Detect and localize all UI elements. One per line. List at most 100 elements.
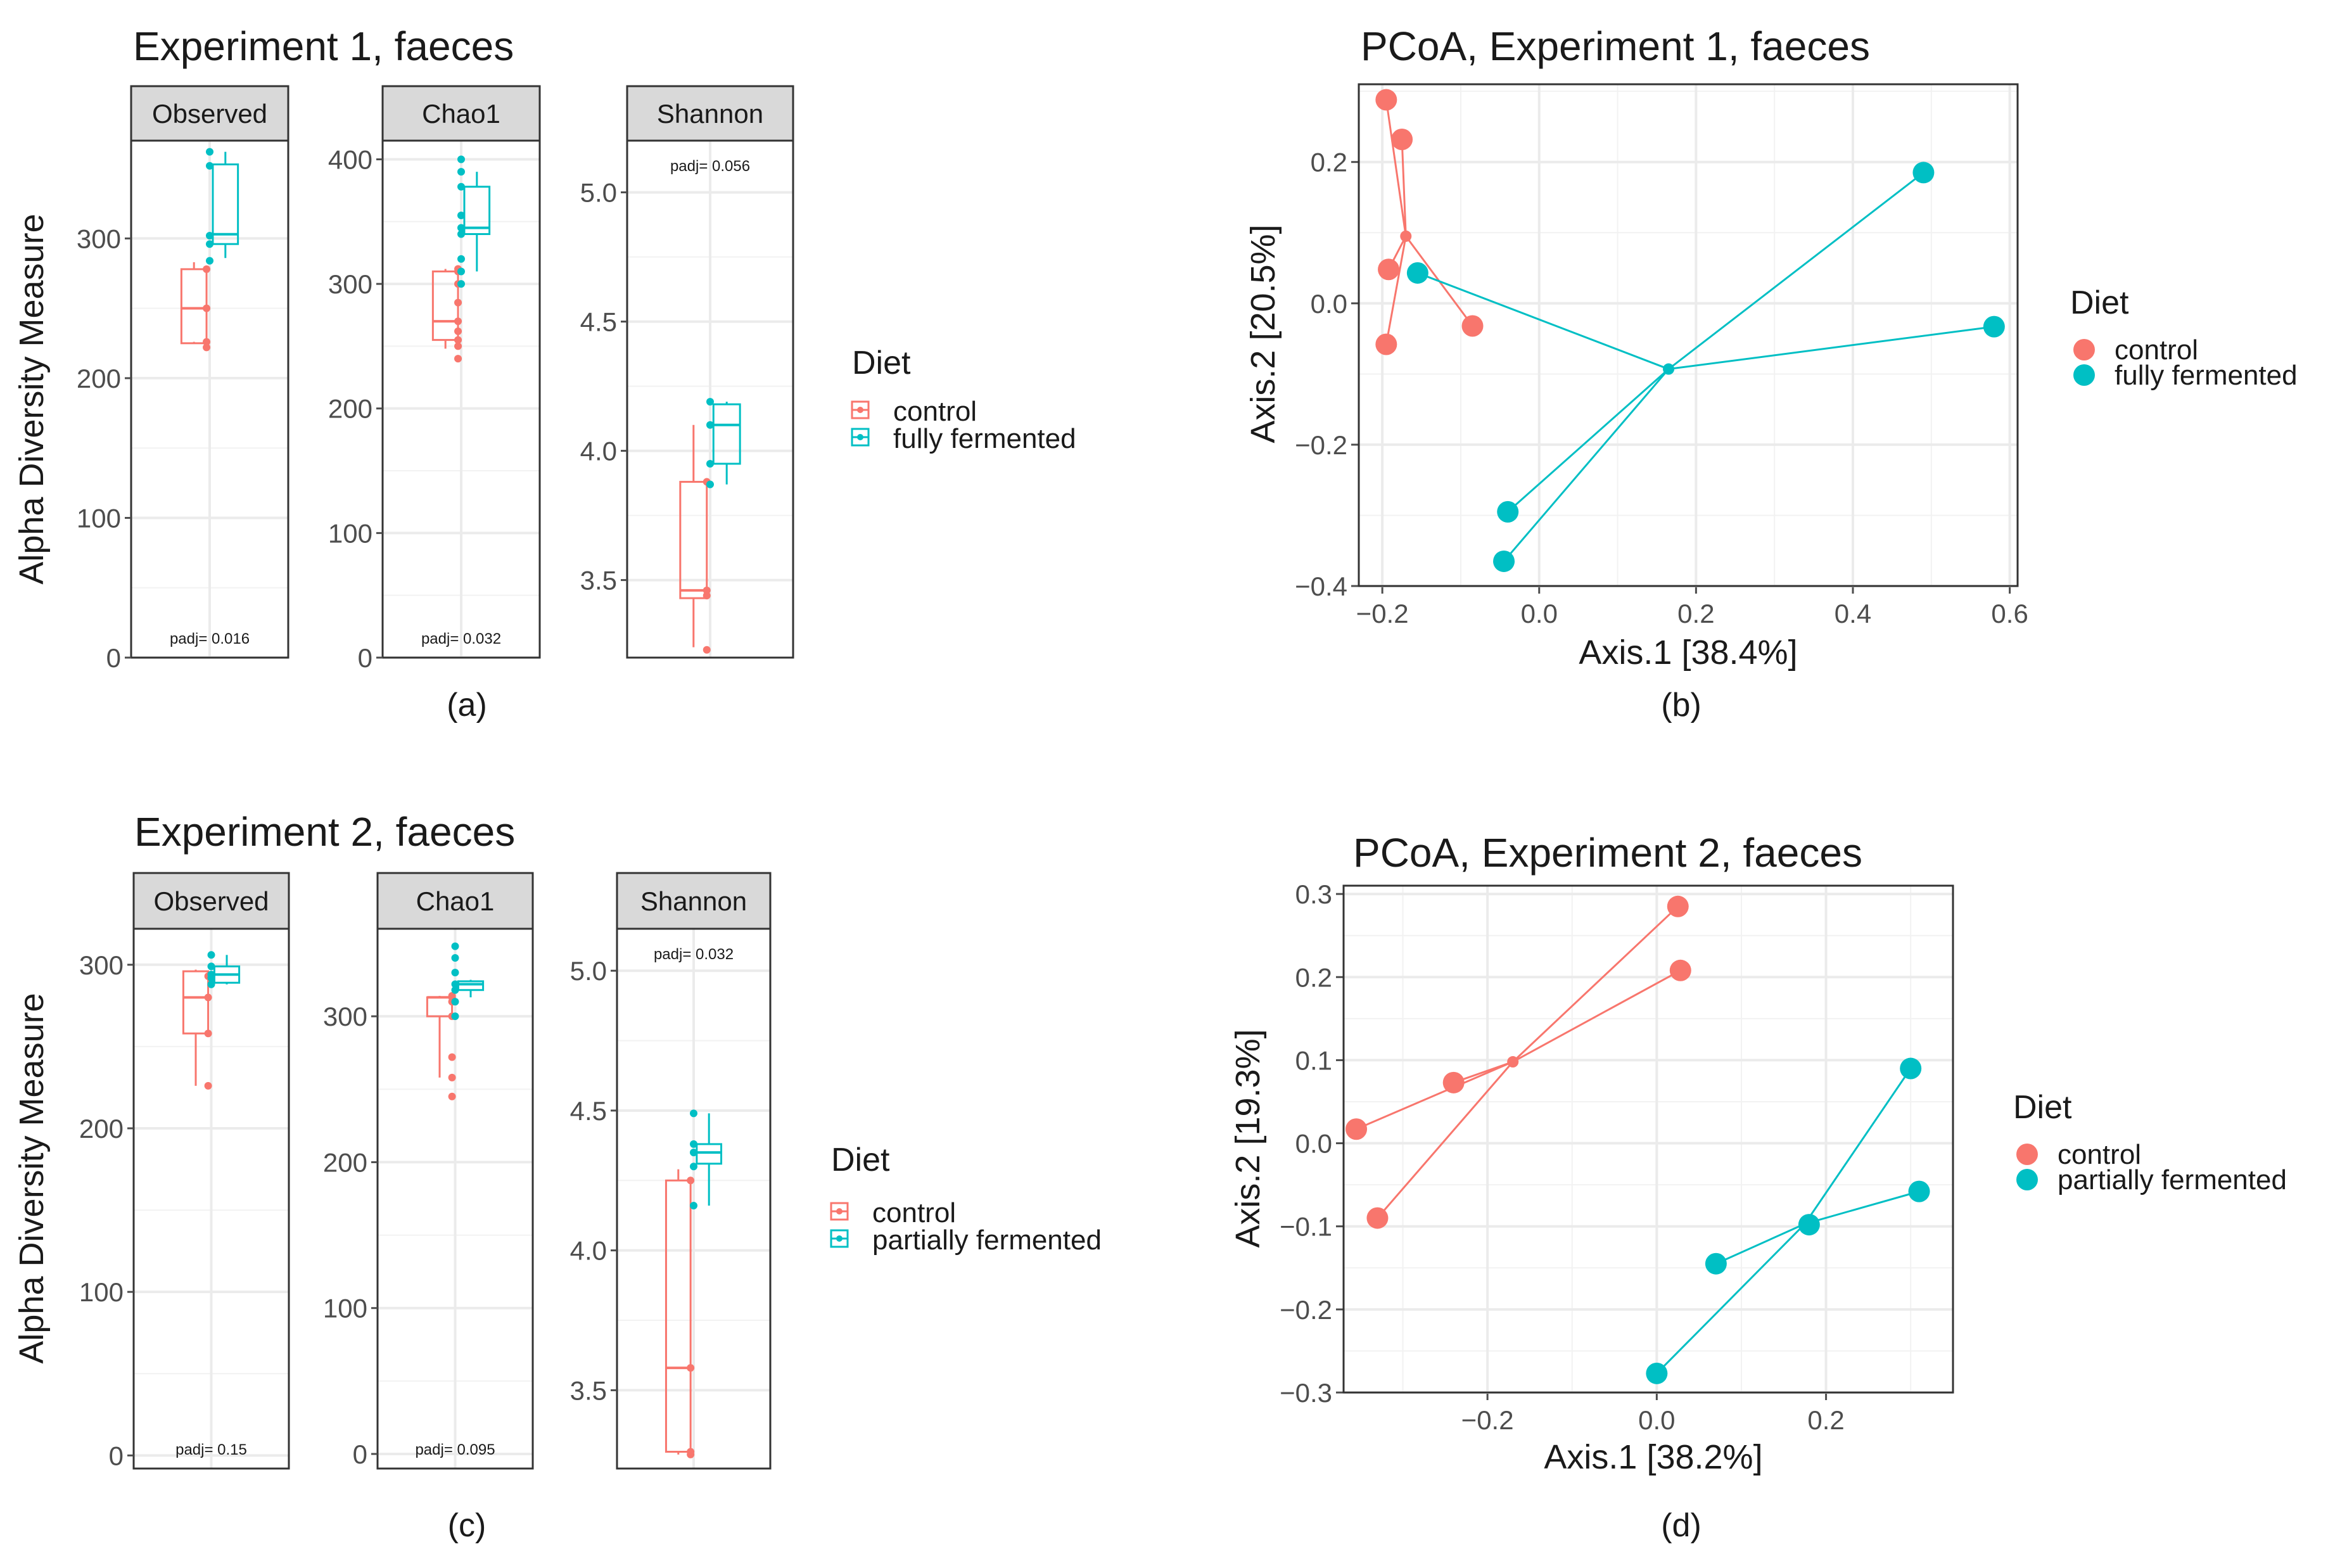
centroid-connector — [1417, 272, 1669, 370]
box-iqr — [463, 186, 491, 235]
centroid-connector — [1804, 1190, 1919, 1225]
x-tick-label: 0.0 — [1521, 599, 1558, 628]
data-point — [454, 342, 462, 350]
data-point — [454, 336, 462, 344]
y-tick-label: 4.0 — [580, 437, 617, 466]
facet-strip-label: Shannon — [657, 99, 763, 129]
y-axis-label: Axis.2 [19.3%] — [1229, 1029, 1267, 1247]
data-point — [451, 969, 459, 977]
data-point — [204, 1081, 212, 1090]
centroid-connector — [1512, 905, 1679, 1063]
data-point — [703, 586, 711, 594]
y-tick-label: 0.3 — [1295, 879, 1332, 909]
panel-border — [130, 139, 289, 659]
data-point — [706, 421, 714, 429]
y-tick-label: 5.0 — [580, 178, 617, 208]
centroid-connector — [1507, 368, 1670, 513]
y-tick-label: 0 — [109, 1441, 124, 1470]
facet-strip — [132, 872, 290, 930]
data-point — [1493, 550, 1515, 572]
data-point — [454, 355, 462, 363]
box-iqr — [426, 996, 454, 1017]
y-tick-label: 200 — [77, 364, 121, 393]
data-point — [457, 230, 465, 238]
data-point — [203, 265, 211, 273]
box-control — [180, 262, 211, 352]
facet-shannon: Shannon 3.5 4.0 4.5 5.0 padj= 0.032 — [570, 872, 772, 1470]
legend-title: Diet — [2070, 284, 2129, 321]
facet-strip-label: Observed — [153, 886, 269, 916]
y-tick-label: 300 — [323, 1002, 367, 1031]
legend-entry: partially fermented — [2058, 1164, 2287, 1195]
panel-label: (c) — [448, 1507, 487, 1544]
box-treatment — [457, 155, 491, 288]
data-point — [1375, 89, 1397, 111]
chart-title: PCoA, Experiment 2, faeces — [1353, 830, 1862, 876]
padj-label: padj= 0.016 — [170, 630, 250, 647]
facet-strip — [130, 85, 289, 142]
panel-border — [626, 139, 794, 659]
padj-label: padj= 0.15 — [175, 1441, 247, 1458]
legend-key-point — [836, 1208, 843, 1214]
data-point — [457, 267, 465, 276]
data-point — [1391, 129, 1413, 151]
panel-label: (b) — [1661, 687, 1701, 723]
data-point — [457, 168, 465, 176]
centroid-point — [1663, 363, 1675, 375]
data-point — [451, 954, 459, 962]
data-point — [1366, 1207, 1389, 1229]
legend-key-point — [836, 1235, 843, 1242]
data-point — [687, 1176, 695, 1185]
data-point — [1900, 1057, 1922, 1080]
legend-key-point — [2073, 339, 2095, 360]
y-tick-label: 100 — [77, 503, 121, 533]
box-iqr — [696, 1143, 723, 1165]
y-tick-label: 100 — [323, 1294, 367, 1323]
legend-entry: control — [893, 396, 977, 427]
series-treatment — [1406, 162, 2005, 572]
x-tick-label: 0.2 — [1807, 1405, 1844, 1435]
data-point — [1406, 262, 1428, 284]
data-point — [206, 257, 213, 265]
box-control — [182, 969, 212, 1090]
data-point — [687, 1364, 695, 1372]
centroid-connector — [1668, 326, 1995, 371]
y-tick-label: 3.5 — [570, 1375, 607, 1405]
y-tick-label: 200 — [79, 1114, 124, 1144]
box-iqr — [180, 268, 208, 345]
padj-label: padj= 0.032 — [421, 630, 501, 647]
centroid-connector — [1385, 99, 1407, 237]
data-point — [454, 317, 462, 326]
centroid-point — [1507, 1056, 1519, 1068]
data-point — [1667, 895, 1689, 917]
legend-entry: control — [872, 1197, 956, 1228]
data-point — [1375, 333, 1397, 355]
padj-label: padj= 0.095 — [415, 1441, 495, 1458]
data-point — [1669, 959, 1691, 981]
padj-label: padj= 0.032 — [654, 946, 734, 963]
x-axis-label: Axis.1 [38.2%] — [1544, 1438, 1762, 1476]
panel-border — [132, 927, 290, 1470]
chart-title: Experiment 1, faeces — [133, 23, 514, 69]
data-point — [1912, 162, 1935, 184]
box-treatment — [451, 942, 485, 1021]
y-tick-label: 300 — [77, 224, 121, 253]
panel-border — [1358, 83, 2019, 587]
y-axis-label: Alpha Diversity Measure — [13, 214, 51, 584]
data-point — [457, 155, 465, 163]
centroid-connector — [1803, 1068, 1912, 1225]
data-point — [1497, 500, 1519, 523]
y-axis-label: Alpha Diversity Measure — [13, 993, 51, 1363]
data-point — [206, 231, 213, 239]
y-tick-label: 4.5 — [570, 1096, 607, 1126]
x-tick-label: −0.2 — [1461, 1405, 1514, 1435]
y-tick-label: −0.4 — [1295, 571, 1347, 601]
y-tick-label: 200 — [328, 394, 372, 424]
data-point — [1646, 1362, 1668, 1384]
y-tick-label: 4.0 — [570, 1236, 607, 1266]
data-point — [448, 991, 456, 1000]
x-tick-label: −0.2 — [1356, 599, 1409, 628]
data-point — [457, 280, 465, 288]
